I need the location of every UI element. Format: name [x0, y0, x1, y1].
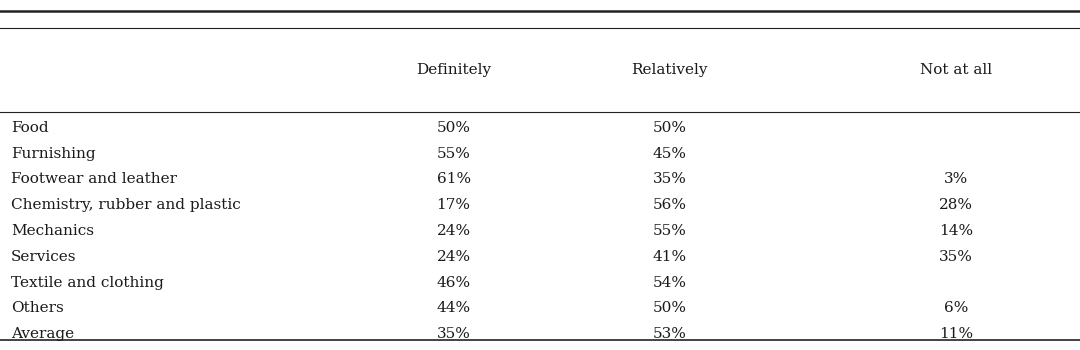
Text: 50%: 50% — [436, 121, 471, 135]
Text: 3%: 3% — [944, 172, 968, 186]
Text: Textile and clothing: Textile and clothing — [11, 276, 164, 290]
Text: 61%: 61% — [436, 172, 471, 186]
Text: 14%: 14% — [939, 224, 973, 238]
Text: Food: Food — [11, 121, 49, 135]
Text: Chemistry, rubber and plastic: Chemistry, rubber and plastic — [11, 198, 241, 212]
Text: 24%: 24% — [436, 224, 471, 238]
Text: 35%: 35% — [939, 250, 973, 264]
Text: Average: Average — [11, 327, 73, 341]
Text: Others: Others — [11, 301, 64, 315]
Text: 28%: 28% — [939, 198, 973, 212]
Text: 56%: 56% — [652, 198, 687, 212]
Text: 50%: 50% — [652, 121, 687, 135]
Text: 24%: 24% — [436, 250, 471, 264]
Text: 44%: 44% — [436, 301, 471, 315]
Text: Furnishing: Furnishing — [11, 147, 95, 161]
Text: 55%: 55% — [652, 224, 687, 238]
Text: Mechanics: Mechanics — [11, 224, 94, 238]
Text: 53%: 53% — [652, 327, 687, 341]
Text: Footwear and leather: Footwear and leather — [11, 172, 177, 186]
Text: 54%: 54% — [652, 276, 687, 290]
Text: Services: Services — [11, 250, 77, 264]
Text: 46%: 46% — [436, 276, 471, 290]
Text: Not at all: Not at all — [920, 63, 991, 77]
Text: 45%: 45% — [652, 147, 687, 161]
Text: 55%: 55% — [436, 147, 471, 161]
Text: 35%: 35% — [652, 172, 687, 186]
Text: 6%: 6% — [944, 301, 968, 315]
Text: Definitely: Definitely — [416, 63, 491, 77]
Text: 50%: 50% — [652, 301, 687, 315]
Text: 11%: 11% — [939, 327, 973, 341]
Text: 17%: 17% — [436, 198, 471, 212]
Text: 41%: 41% — [652, 250, 687, 264]
Text: Relatively: Relatively — [632, 63, 707, 77]
Text: 35%: 35% — [436, 327, 471, 341]
